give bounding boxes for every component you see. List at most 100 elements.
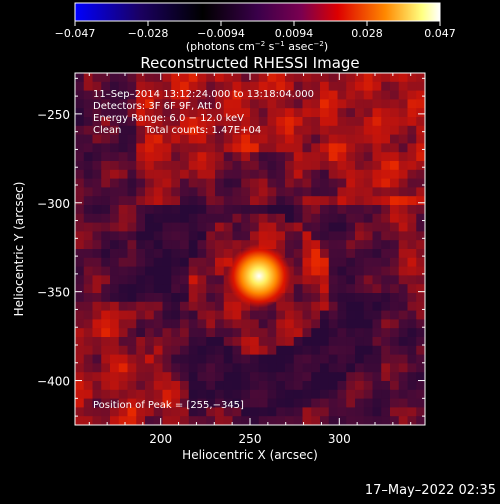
heatmap-cell [101, 117, 111, 127]
heatmap-cell [372, 275, 382, 285]
heatmap-cell [285, 345, 295, 356]
heatmap-cell [171, 310, 181, 320]
heatmap-cell [311, 108, 321, 118]
heatmap-cell [197, 125, 207, 136]
heatmap-cell [311, 345, 321, 356]
heatmap-cell [188, 90, 199, 100]
heatmap-cell [215, 81, 225, 92]
heatmap-cell [206, 169, 216, 180]
heatmap-cell [320, 398, 330, 408]
heatmap-cell [276, 389, 286, 400]
heatmap-cell [83, 213, 94, 224]
heatmap-cell [145, 125, 155, 136]
heatmap-cell [206, 143, 216, 153]
heatmap-cell [337, 205, 347, 215]
heatmap-cell [180, 134, 190, 144]
heatmap-cell [127, 319, 137, 329]
heatmap-cell [241, 99, 251, 109]
heatmap-cell [372, 354, 382, 364]
heatmap-cell [180, 389, 190, 400]
heatmap-cell [118, 178, 129, 188]
heatmap-cell [346, 108, 356, 118]
heatmap-cell [241, 152, 251, 162]
heatmap-cell [302, 416, 312, 425]
heatmap-cell [171, 81, 181, 92]
heatmap-cell [171, 363, 181, 373]
heatmap-cell [363, 90, 374, 100]
heatmap-cell [232, 143, 242, 153]
heatmap-cell [162, 231, 172, 241]
heatmap-cell [188, 231, 199, 241]
heatmap-cell [118, 310, 129, 320]
heatmap-cell [407, 275, 417, 285]
heatmap-cell [232, 73, 242, 83]
heatmap-cell [145, 266, 155, 276]
heatmap-cell [276, 169, 286, 180]
heatmap-cell [206, 117, 216, 127]
heatmap-cell [390, 178, 400, 188]
heatmap-cell [223, 407, 234, 417]
heatmap-cell [381, 354, 391, 364]
heatmap-cell [118, 169, 129, 180]
heatmap-cell [355, 108, 365, 118]
heatmap-cell [110, 407, 120, 417]
heatmap-cell [171, 319, 181, 329]
heatmap-cell [145, 354, 155, 364]
heatmap-cell [276, 310, 286, 320]
heatmap-cell [416, 398, 425, 408]
heatmap-cell [171, 117, 181, 127]
heatmap-cell [75, 152, 85, 162]
heatmap-cell [92, 161, 102, 171]
heatmap-cell [92, 266, 102, 276]
heatmap-cell [346, 213, 356, 224]
heatmap-cell [311, 301, 321, 312]
heatmap-cell [302, 372, 312, 382]
heatmap-cell [285, 81, 295, 92]
heatmap-cell [75, 363, 85, 373]
heatmap-cell [136, 134, 146, 144]
heatmap-cell [101, 328, 111, 338]
heatmap-cell [241, 416, 251, 425]
heatmap-cell [83, 345, 94, 356]
heatmap-cell [337, 345, 347, 356]
heatmap-cell [285, 328, 295, 338]
heatmap-cell [92, 134, 102, 144]
heatmap-cell [363, 266, 374, 276]
heatmap-cell [311, 90, 321, 100]
heatmap-cell [346, 73, 356, 83]
heatmap-cell [162, 266, 172, 276]
heatmap-cell [197, 310, 207, 320]
heatmap-cell [398, 337, 409, 347]
heatmap-cell [188, 117, 199, 127]
heatmap-cell [153, 222, 164, 232]
heatmap-cell [206, 99, 216, 109]
heatmap-cell [75, 90, 85, 100]
heatmap-cell [346, 99, 356, 109]
heatmap-cell [398, 407, 409, 417]
heatmap-cell [127, 134, 137, 144]
heatmap-cell [136, 108, 146, 118]
heatmap-cell [337, 143, 347, 153]
heatmap-cell [346, 90, 356, 100]
heatmap-cell [197, 178, 207, 188]
heatmap-cell [293, 301, 304, 312]
heatmap-cell [267, 222, 277, 232]
heatmap-cell [267, 328, 277, 338]
heatmap-cell [232, 90, 242, 100]
heatmap-cell [136, 381, 146, 391]
heatmap-cell [311, 293, 321, 303]
heatmap-cell [407, 293, 417, 303]
heatmap-cell [398, 205, 409, 215]
heatmap-cell [180, 310, 190, 320]
heatmap-cell [337, 196, 347, 206]
heatmap-cell [328, 301, 339, 312]
heatmap-cell [127, 90, 137, 100]
heatmap-cell [83, 99, 94, 109]
heatmap-cell [328, 178, 339, 188]
heatmap-cell [153, 301, 164, 312]
heatmap-cell [241, 108, 251, 118]
heatmap-cell [250, 231, 260, 241]
heatmap-cell [206, 213, 216, 224]
heatmap-cell [188, 143, 199, 153]
heatmap-cell [390, 310, 400, 320]
